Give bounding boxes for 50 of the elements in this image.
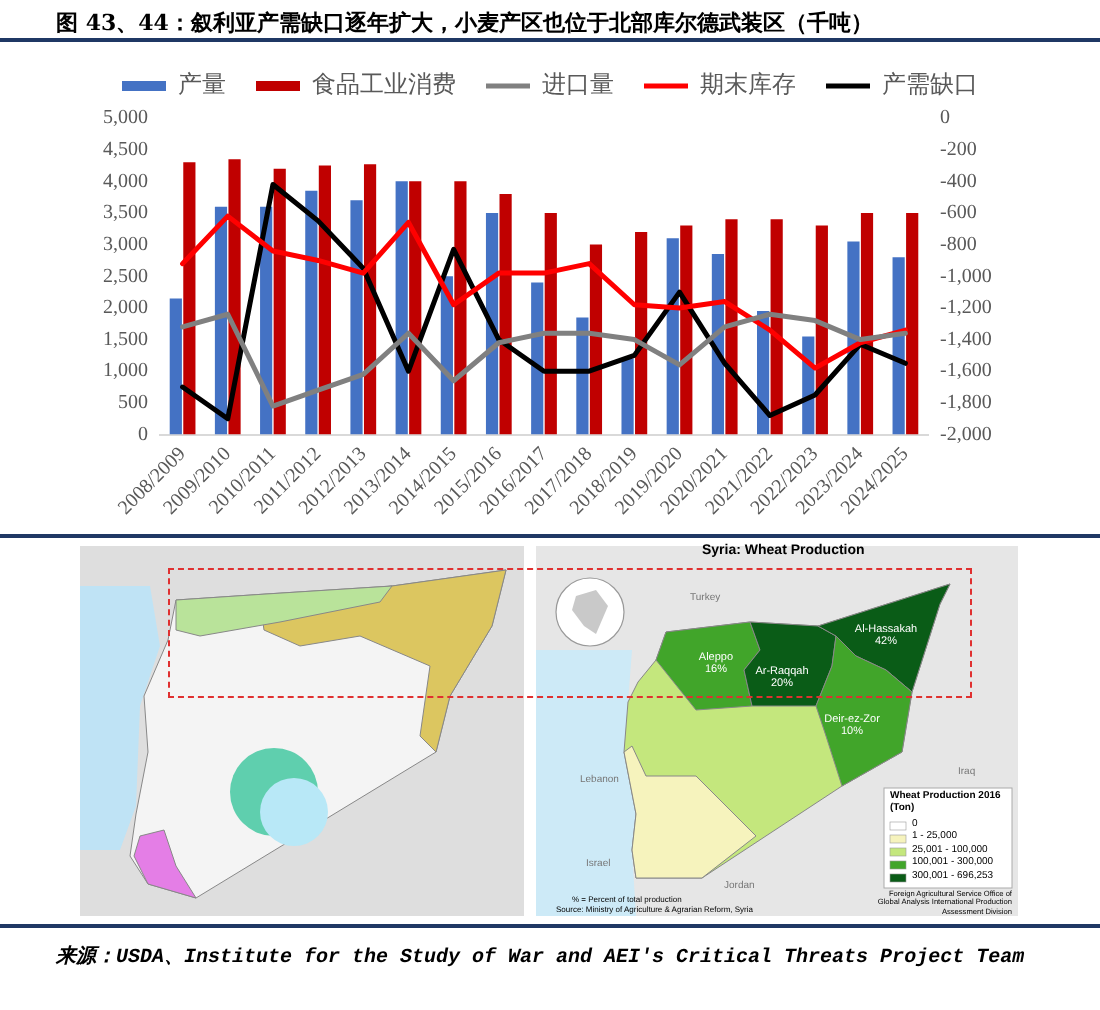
y-tick-label: 3,500 xyxy=(103,202,148,225)
y2-tick-label: -1,200 xyxy=(940,297,992,320)
y2-tick-label: -1,000 xyxy=(940,265,992,288)
y2-tick-label: 0 xyxy=(940,107,950,130)
legend-label: 食品工业消费 xyxy=(312,70,456,99)
bar xyxy=(906,212,919,435)
bar xyxy=(499,193,512,435)
bar xyxy=(273,168,286,435)
y-tick-label: 2,000 xyxy=(103,297,148,320)
bar xyxy=(621,358,634,435)
chart-title: 图 43、44：叙利亚产需缺口逐年扩大，小麦产区也位于北部库尔德武装区（千吨） xyxy=(56,8,873,38)
y-tick-label: 1,500 xyxy=(103,328,148,351)
bar xyxy=(635,231,648,435)
y-tick-label: 4,000 xyxy=(103,170,148,193)
bar xyxy=(318,165,331,435)
legend-label: 产量 xyxy=(178,70,226,99)
bar xyxy=(305,190,318,435)
bar xyxy=(214,206,228,435)
y2-tick-label: -200 xyxy=(940,138,977,161)
bar xyxy=(169,298,182,435)
bar xyxy=(725,219,738,435)
y2-tick-label: -600 xyxy=(940,202,977,225)
legend-label: 进口量 xyxy=(542,70,614,99)
bar xyxy=(183,162,196,435)
legend-label: 产需缺口 xyxy=(882,70,978,99)
y2-tick-label: -1,800 xyxy=(940,392,992,415)
bar xyxy=(666,238,679,435)
y2-tick-label: -400 xyxy=(940,170,977,193)
y-tick-label: 4,500 xyxy=(103,138,148,161)
y-tick-label: 3,000 xyxy=(103,233,148,256)
y-tick-label: 2,500 xyxy=(103,265,148,288)
bar xyxy=(860,212,874,435)
bar xyxy=(454,181,467,435)
y-tick-label: 1,000 xyxy=(103,360,148,383)
bar xyxy=(350,200,363,435)
bar xyxy=(770,219,783,435)
y-tick-label: 0 xyxy=(138,423,148,446)
bar xyxy=(576,317,589,435)
bar xyxy=(531,282,544,435)
bar xyxy=(544,212,557,435)
bar xyxy=(847,241,860,435)
y2-tick-label: -2,000 xyxy=(940,423,992,446)
y-tick-label: 500 xyxy=(118,392,148,415)
legend-label: 期末库存 xyxy=(700,70,796,99)
y2-tick-label: -800 xyxy=(940,233,977,256)
y2-tick-label: -1,400 xyxy=(940,328,992,351)
y2-tick-label: -1,600 xyxy=(940,360,992,383)
bar xyxy=(892,257,905,435)
y-tick-label: 5,000 xyxy=(103,107,148,130)
source-note: 来源：USDA、Institute for the Study of War and AEI's Critical Threats Project Team xyxy=(56,943,1025,970)
